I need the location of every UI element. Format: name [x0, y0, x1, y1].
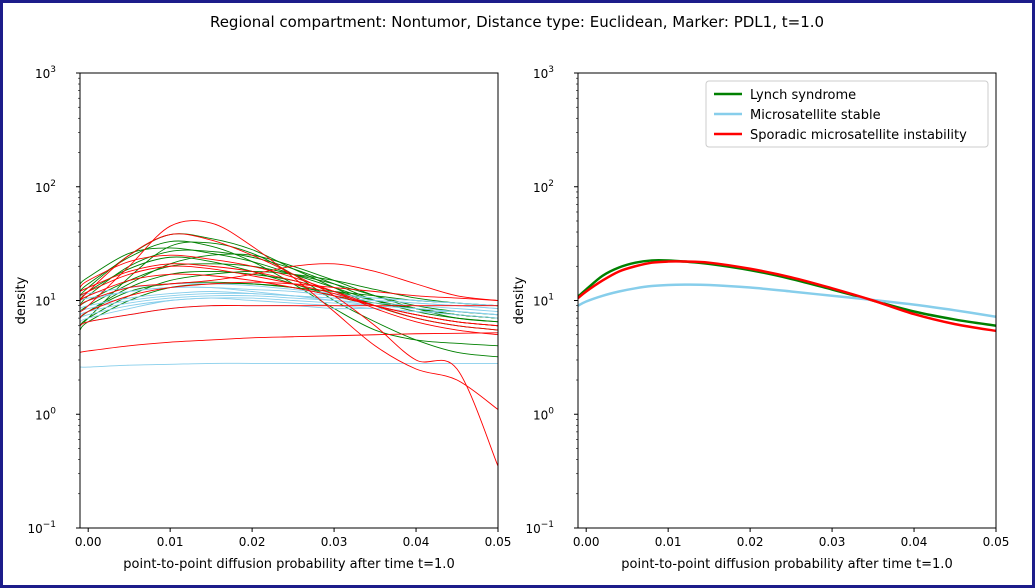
x-tick-label: 0.05 — [485, 535, 512, 549]
y-tick-label: 101 — [35, 293, 56, 309]
right-series-layer — [578, 258, 996, 333]
x-tick-label: 0.01 — [655, 535, 682, 549]
left-series-line-23 — [80, 332, 498, 353]
right-series-line-2 — [578, 283, 996, 318]
x-tick-label: 0.00 — [573, 535, 600, 549]
legend-box — [705, 80, 989, 148]
right-plot-panel: 0.00 0.01 0.02 0.03 0.04 0.05 10−1 100 101 102 103… — [512, 65, 1009, 572]
left-series-line-26 — [80, 263, 498, 331]
legend-label-sporadic-msi: Sporadic microsatellite instability — [750, 128, 967, 143]
y-tick-label: 103 — [35, 65, 56, 81]
x-tick-label: 0.03 — [321, 535, 348, 549]
left-series-line-30 — [80, 281, 498, 319]
y-tick-label: 100 — [533, 406, 554, 422]
left-y-axis-label: density — [14, 276, 29, 324]
y-tick-label: 100 — [35, 406, 56, 422]
left-series-line-32 — [80, 265, 498, 327]
left-series-line-1 — [80, 241, 498, 358]
left-series-line-29 — [80, 254, 498, 336]
right-tick-layer: 0.00 0.01 0.02 0.03 0.04 0.05 10−1 100 101 102 103 — [525, 65, 1009, 549]
right-y-axis-label: density — [512, 276, 527, 324]
left-x-axis-label: point-to-point diffusion probability aft… — [123, 557, 454, 572]
left-series-line-28 — [80, 263, 498, 307]
left-series-line-10 — [80, 240, 498, 347]
right-series-line-1 — [578, 258, 996, 327]
left-series-line-13 — [80, 362, 498, 368]
x-tick-label: 0.00 — [75, 535, 102, 549]
x-tick-label: 0.05 — [983, 535, 1010, 549]
legend-entry-sporadic-msi: Sporadic microsatellite instability — [714, 128, 967, 143]
figure-title: Regional compartment: Nontumor, Distance… — [210, 13, 824, 31]
y-tick-label: 10−1 — [525, 520, 554, 536]
left-series-line-18 — [80, 286, 498, 316]
left-series-line-7 — [80, 253, 498, 323]
x-tick-label: 0.02 — [737, 535, 764, 549]
legend-label-lynch: Lynch syndrome — [750, 88, 856, 103]
right-series-line-3 — [578, 260, 996, 333]
left-plot-panel: 0.00 0.01 0.02 0.03 0.04 0.05 10−1 100 101 102 103… — [14, 65, 511, 572]
x-tick-label: 0.03 — [819, 535, 846, 549]
x-tick-label: 0.01 — [157, 535, 184, 549]
y-tick-label: 101 — [533, 293, 554, 309]
legend: Lynch syndrome Microsatellite stable Spo… — [705, 80, 989, 148]
left-series-line-20 — [80, 291, 498, 309]
legend-entry-mss: Microsatellite stable — [714, 108, 881, 123]
left-tick-layer: 0.00 0.01 0.02 0.03 0.04 0.05 10−1 100 101 102 103 — [27, 65, 511, 549]
left-series-layer — [80, 220, 498, 467]
right-x-axis-label: point-to-point diffusion probability aft… — [621, 557, 952, 572]
legend-label-mss: Microsatellite stable — [750, 108, 881, 123]
figure-canvas: Regional compartment: Nontumor, Distance… — [14, 13, 1009, 572]
y-tick-label: 102 — [533, 179, 554, 195]
x-tick-label: 0.04 — [403, 535, 430, 549]
legend-entry-lynch: Lynch syndrome — [714, 88, 856, 103]
left-series-line-24 — [80, 220, 498, 410]
x-tick-label: 0.02 — [239, 535, 266, 549]
y-tick-label: 10−1 — [27, 520, 56, 536]
y-tick-label: 102 — [35, 179, 56, 195]
x-tick-label: 0.04 — [901, 535, 928, 549]
left-series-line-27 — [80, 305, 498, 327]
y-tick-label: 103 — [533, 65, 554, 81]
left-series-line-25 — [80, 233, 498, 467]
